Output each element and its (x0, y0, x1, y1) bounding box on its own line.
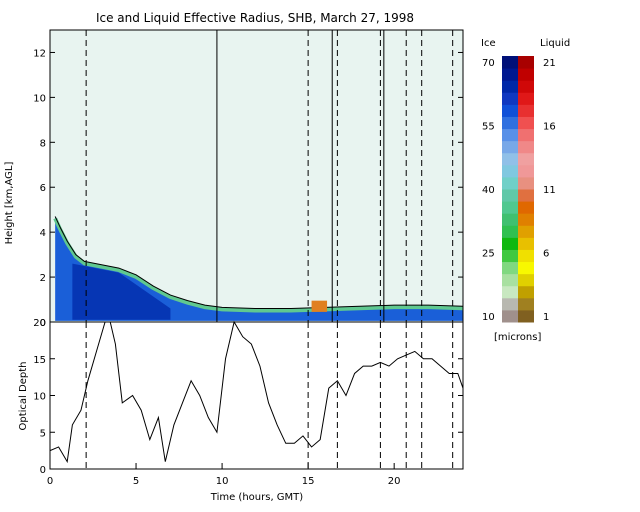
colorbar-ice-swatch (502, 261, 518, 275)
colorbar-ice-tick-label: 55 (482, 122, 495, 133)
time-x-label: Time (hours, GMT) (210, 492, 304, 503)
optical-depth-series-line (49, 320, 464, 464)
radius-y-tick-label: 4 (40, 228, 46, 239)
colorbar-liquid-swatch (518, 152, 534, 166)
cloud-layer (53, 216, 464, 321)
optical-depth-panel-background (50, 322, 463, 469)
colorbar-liquid-strip (518, 56, 534, 323)
colorbar-liquid-swatch (518, 309, 534, 323)
colorbar-ice-label: Ice (481, 38, 496, 49)
colorbar-liquid-swatch (518, 140, 534, 154)
colorbar-liquid-swatch (518, 213, 534, 226)
radius-y-tick-label: 2 (40, 273, 46, 284)
cloud-top-edge (53, 217, 464, 313)
liquid-patch (311, 300, 328, 312)
colorbar-liquid-swatch (518, 285, 534, 299)
optical-depth-vertical-lines (85, 322, 454, 469)
colorbar-liquid-swatch (518, 116, 534, 130)
colorbar-ticks: 70 55 40 25 10 21 16 11 6 1 (482, 58, 556, 323)
colorbar-ice-swatch (502, 201, 518, 214)
colorbar-ice-swatch (502, 80, 518, 93)
colorbar-ice-swatch (502, 140, 518, 154)
optical-depth-y-axis: 0 5 10 15 20 (33, 318, 463, 476)
colorbar: Ice Liquid 70 55 40 25 10 21 16 11 6 1 [microns] (481, 38, 570, 343)
colorbar-liquid-tick-label: 16 (543, 122, 556, 133)
optical-depth-y-tick-label: 0 (40, 465, 46, 476)
radius-y-tick-label: 8 (40, 138, 46, 149)
cloud-top-outline (54, 216, 464, 310)
radius-y-tick-label: 10 (33, 93, 46, 104)
colorbar-liquid-swatch (518, 56, 534, 69)
colorbar-ice-swatch (502, 116, 518, 130)
colorbar-units: [microns] (494, 332, 541, 343)
cloud-core (72, 263, 171, 320)
colorbar-liquid-swatch (518, 68, 534, 81)
colorbar-liquid-swatch (518, 104, 534, 117)
time-x-axis: 0 5 10 15 20 (47, 463, 401, 487)
colorbar-ice-swatch (502, 104, 518, 117)
colorbar-ice-swatch (502, 92, 518, 105)
colorbar-liquid-swatch (518, 225, 534, 238)
colorbar-ice-swatch (502, 164, 518, 178)
colorbar-liquid-swatch (518, 261, 534, 275)
colorbar-liquid-swatch (518, 201, 534, 214)
colorbar-ice-swatch (502, 273, 518, 287)
time-x-tick-label: 15 (302, 476, 315, 487)
colorbar-ice-swatch (502, 68, 518, 81)
colorbar-ice-tick-label: 40 (482, 185, 495, 196)
radius-vertical-lines (85, 30, 454, 322)
colorbar-liquid-label: Liquid (540, 38, 570, 49)
colorbar-liquid-tick-label: 1 (543, 312, 549, 323)
time-x-tick-label: 0 (47, 476, 53, 487)
colorbar-ice-strip (502, 56, 518, 323)
colorbar-ice-swatch (502, 189, 518, 202)
time-x-tick-label: 10 (216, 476, 229, 487)
optical-depth-y-tick-label: 20 (33, 318, 46, 329)
colorbar-ice-swatch (502, 297, 518, 311)
radius-panel: 0 2 4 6 8 10 12 Height [km,AGL] (4, 29, 464, 329)
colorbar-ice-swatch (502, 213, 518, 226)
radius-y-label: Height [km,AGL] (4, 162, 15, 245)
colorbar-ice-swatch (502, 56, 518, 69)
colorbar-ice-tick-label: 10 (482, 312, 495, 323)
colorbar-ice-swatch (502, 128, 518, 142)
colorbar-ice-swatch (502, 285, 518, 299)
colorbar-ice-swatch (502, 176, 518, 190)
cloud-region (55, 216, 463, 321)
colorbar-ice-swatch (502, 237, 518, 250)
optical-depth-y-tick-label: 15 (33, 355, 46, 366)
radius-y-tick-label: 12 (33, 48, 46, 59)
colorbar-liquid-swatch (518, 80, 534, 93)
colorbar-liquid-swatch (518, 92, 534, 105)
colorbar-ice-tick-label: 25 (482, 249, 495, 260)
colorbar-liquid-swatch (518, 273, 534, 287)
colorbar-liquid-swatch (518, 128, 534, 142)
optical-depth-y-tick-label: 5 (40, 428, 46, 439)
colorbar-ice-swatch (502, 309, 518, 323)
time-x-tick-label: 5 (133, 476, 139, 487)
colorbar-ice-swatch (502, 152, 518, 166)
radius-y-tick-label: 0 (40, 318, 46, 329)
colorbar-liquid-tick-label: 6 (543, 249, 549, 260)
colorbar-liquid-swatch (518, 176, 534, 190)
colorbar-liquid-swatch (518, 249, 534, 263)
colorbar-liquid-swatch (518, 237, 534, 250)
time-x-tick-label: 20 (388, 476, 401, 487)
colorbar-liquid-swatch (518, 189, 534, 202)
colorbar-liquid-tick-label: 21 (543, 58, 556, 69)
colorbar-ice-swatch (502, 225, 518, 238)
colorbar-liquid-tick-label: 11 (543, 185, 556, 196)
colorbar-liquid-swatch (518, 297, 534, 311)
colorbar-liquid-swatch (518, 164, 534, 178)
colorbar-ice-swatch (502, 249, 518, 263)
radius-y-tick-label: 6 (40, 183, 46, 194)
optical-depth-y-label: Optical Depth (18, 362, 29, 431)
optical-depth-y-tick-label: 10 (33, 392, 46, 403)
colorbar-ice-tick-label: 70 (482, 58, 495, 69)
optical-depth-panel: 0 5 10 15 20 0 5 10 15 20 Optical Depth Time (ho… (18, 318, 464, 503)
chart-title: Ice and Liquid Effective Radius, SHB, Ma… (96, 11, 414, 25)
